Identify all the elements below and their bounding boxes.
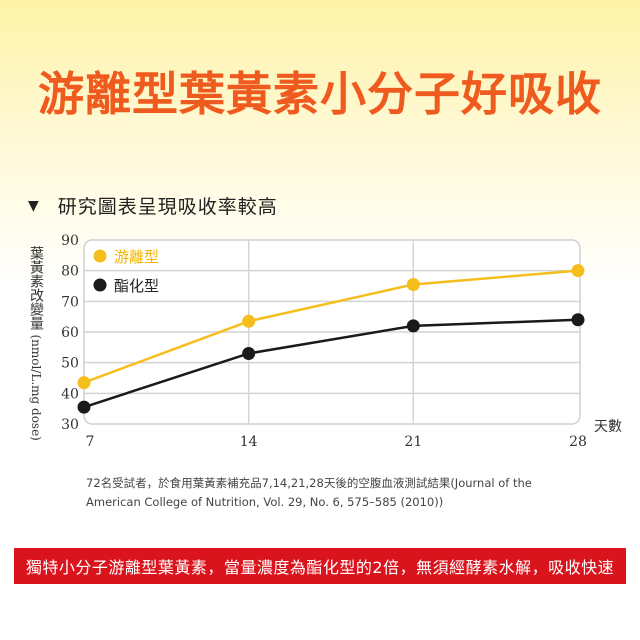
x-tick-label: 14 — [240, 434, 258, 450]
y-tick-label: 30 — [61, 417, 79, 433]
x-tick-label: 7 — [86, 434, 95, 450]
data-point — [406, 277, 420, 291]
data-point — [77, 376, 91, 390]
data-point — [77, 400, 91, 414]
x-axis-label: 天數 — [594, 419, 622, 435]
x-tick-label: 28 — [569, 434, 587, 450]
series-lines — [83, 269, 579, 409]
y-tick-label: 40 — [61, 386, 79, 402]
y-tick-labels: 30 40 50 60 70 80 90 — [61, 233, 79, 433]
series-line — [83, 269, 579, 384]
data-point — [242, 314, 256, 328]
triangle-down-icon: ▼ — [28, 197, 40, 214]
y-axis-label-text: 葉黃素改變量 — [28, 246, 44, 330]
y-tick-label: 50 — [61, 356, 79, 372]
y-tick-label: 80 — [61, 264, 79, 280]
banner: 獨特小分子游離型葉黃素，當量濃度為酯化型的2倍，無須經酵素水解，吸收快速 — [14, 548, 626, 584]
series-points — [77, 264, 585, 414]
data-point — [242, 346, 256, 360]
legend-marker — [93, 278, 107, 292]
x-tick-label: 21 — [404, 434, 422, 450]
headline: 游離型葉黃素小分子好吸收 — [38, 67, 602, 121]
x-tick-labels: 7 14 21 28 — [86, 434, 587, 450]
y-axis-label-unit: (nmol/L.mg dose) — [29, 334, 43, 441]
series-line — [83, 318, 579, 409]
grid — [84, 240, 580, 424]
data-point — [571, 264, 585, 278]
y-tick-label: 70 — [61, 294, 79, 310]
y-tick-label: 60 — [61, 325, 79, 341]
legend-label: 游離型 — [114, 248, 159, 266]
legend-label: 酯化型 — [114, 277, 159, 295]
section-heading: ▼ 研究圖表呈現吸收率較高 — [28, 192, 278, 219]
data-point — [571, 313, 585, 327]
y-axis-label: 葉黃素改變量 (nmol/L.mg dose) — [24, 246, 44, 441]
footnote: 72名受試者，於食用葉黃素補充品7,14,21,28天後的空腹血液測試結果(Jo… — [86, 476, 532, 509]
section-title: 研究圖表呈現吸收率較高 — [57, 196, 278, 218]
y-tick-label: 90 — [61, 233, 79, 249]
data-point — [406, 319, 420, 333]
legend-marker — [93, 249, 107, 263]
